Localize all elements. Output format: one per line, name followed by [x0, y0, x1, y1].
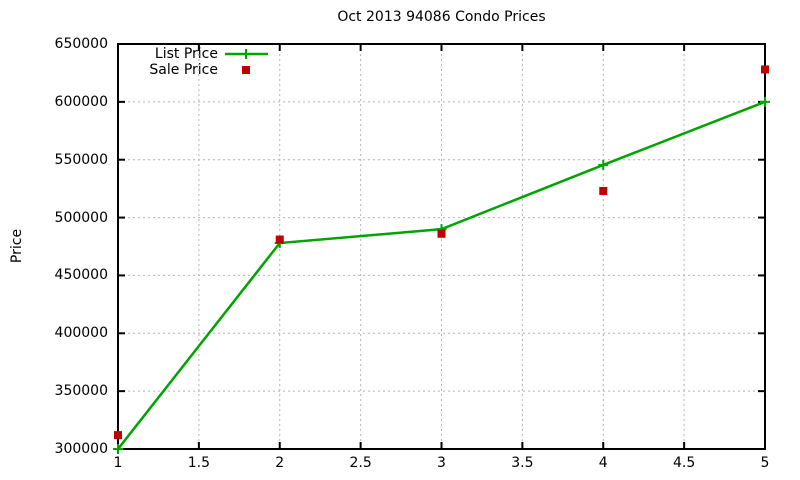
chart-title: Oct 2013 94086 Condo Prices [337, 9, 546, 25]
x-tick-label: 2.5 [349, 455, 372, 471]
y-tick-label: 600000 [54, 93, 108, 110]
x-tick-label: 4 [598, 455, 608, 471]
y-tick-label: 400000 [54, 325, 108, 342]
x-tick-label: 5 [760, 455, 770, 471]
y-tick-label: 350000 [54, 383, 108, 400]
x-tick-label: 2 [275, 455, 285, 471]
y-tick-label: 300000 [54, 441, 108, 457]
x-tick-label: 1.5 [187, 455, 210, 471]
y-tick-label: 500000 [54, 209, 108, 226]
y-tick-label: 550000 [54, 151, 108, 168]
y-tick-label: 650000 [54, 36, 108, 52]
x-tick-label: 1 [113, 455, 123, 471]
x-tick-label: 4.5 [672, 455, 696, 471]
y-tick-label: 450000 [54, 267, 108, 284]
x-tick-label: 3 [437, 455, 446, 471]
x-tick-label: 3.5 [511, 455, 534, 471]
legend-label-list-price: List Price [154, 46, 218, 62]
legend-label-sale-price: Sale Price [149, 62, 218, 78]
